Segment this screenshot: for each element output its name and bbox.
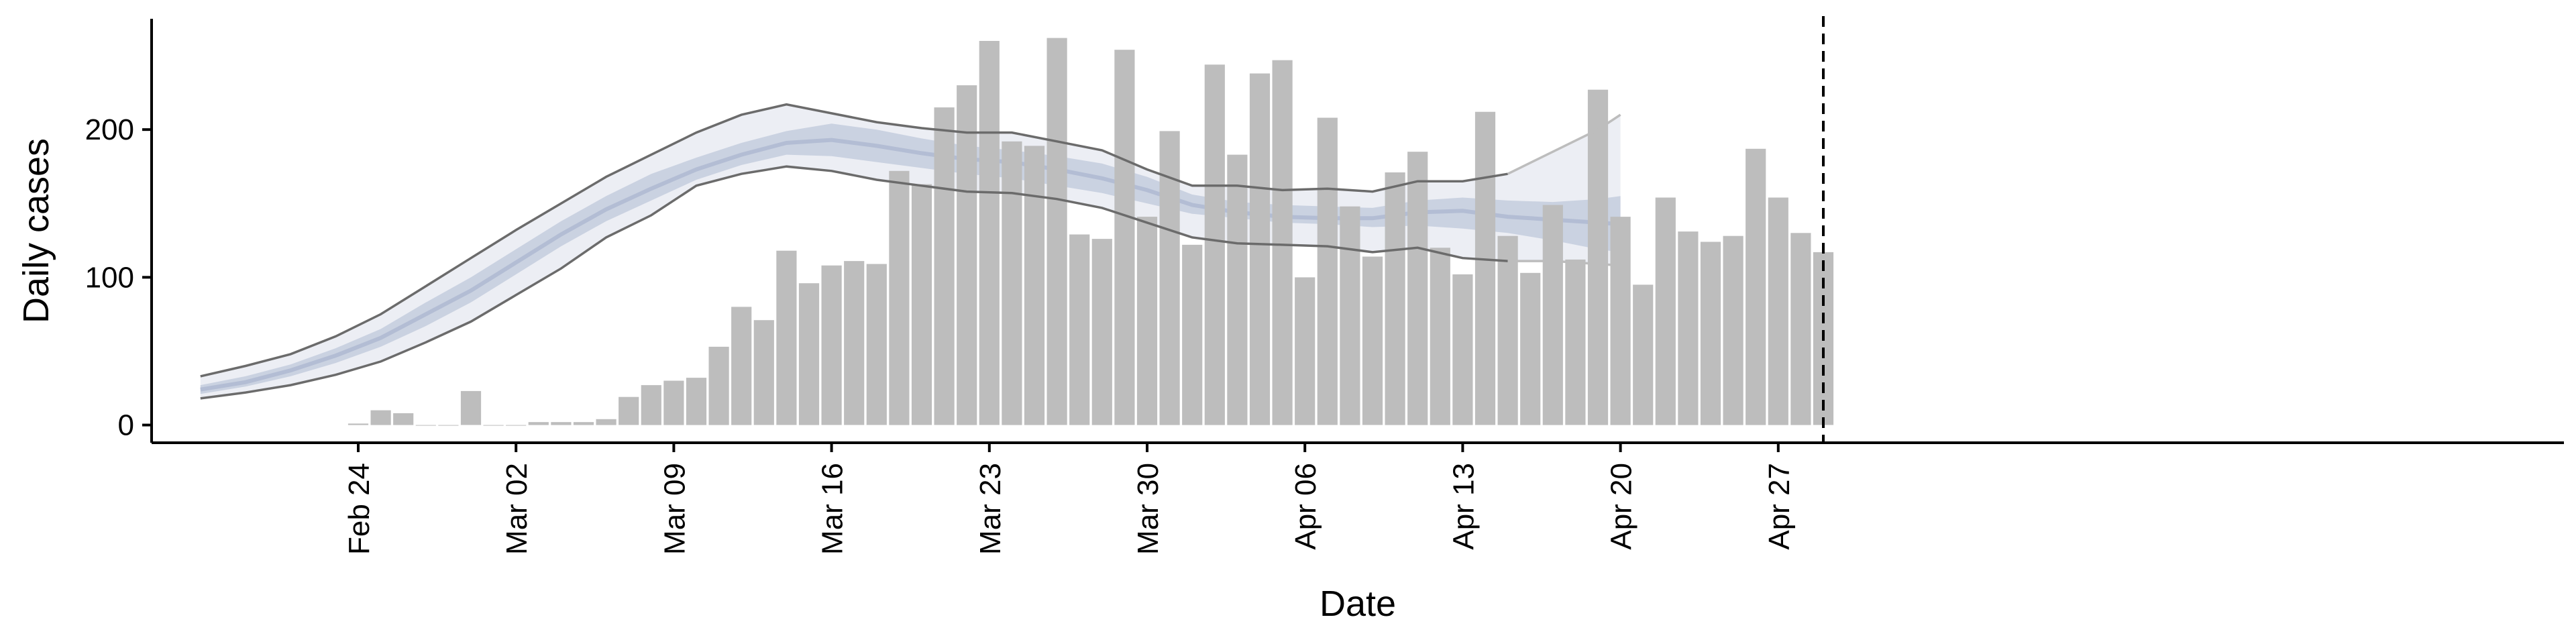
- bar: [866, 264, 887, 425]
- bar: [1024, 146, 1045, 425]
- bar: [1295, 277, 1316, 425]
- bar: [1542, 205, 1563, 425]
- bar: [1768, 197, 1788, 425]
- x-tick-label: Apr 13: [1447, 463, 1480, 550]
- bar: [438, 425, 459, 426]
- bar: [844, 261, 865, 425]
- bar: [1182, 244, 1203, 425]
- x-tick-label: Apr 20: [1605, 463, 1638, 550]
- y-axis-title: Daily cases: [16, 138, 56, 323]
- bar: [821, 265, 842, 425]
- band-inner: [200, 123, 1621, 394]
- bar: [551, 422, 572, 425]
- bar: [573, 422, 594, 425]
- bar: [1091, 239, 1112, 425]
- daily-case-bars: [347, 38, 1834, 426]
- bar: [1520, 272, 1541, 425]
- bar: [641, 385, 661, 425]
- bar: [957, 85, 977, 425]
- bar: [979, 41, 1000, 425]
- bar: [731, 307, 752, 425]
- bar: [1407, 152, 1428, 425]
- estimate-band: [200, 104, 1621, 398]
- lower-outline-forecast: [1507, 260, 1621, 267]
- y-axis-ticks: 0 100 200: [85, 113, 152, 442]
- bar: [1655, 197, 1676, 425]
- bar: [347, 423, 369, 425]
- bar: [708, 346, 729, 425]
- bar: [415, 425, 436, 426]
- bar: [1565, 259, 1586, 425]
- x-tick-label: Apr 06: [1289, 463, 1322, 550]
- bar: [1272, 60, 1293, 425]
- bar: [596, 419, 616, 425]
- bar: [1633, 284, 1654, 425]
- bar: [663, 380, 684, 425]
- x-tick-label: Mar 02: [500, 463, 533, 555]
- bar: [753, 320, 774, 425]
- bar: [460, 390, 482, 425]
- bar: [1723, 235, 1743, 425]
- bar: [1385, 172, 1405, 425]
- bar: [1002, 141, 1022, 425]
- bar: [619, 396, 639, 425]
- x-axis-title: Date: [1320, 584, 1396, 624]
- y-tick-label: 0: [118, 409, 134, 442]
- bar: [1362, 256, 1383, 425]
- bar: [1317, 117, 1338, 425]
- bar: [370, 410, 391, 425]
- bar: [1678, 231, 1699, 425]
- bar: [1114, 50, 1135, 425]
- bar: [1587, 89, 1609, 425]
- upper-outline: [200, 103, 1508, 378]
- bar: [776, 250, 797, 425]
- y-tick-label: 200: [85, 113, 134, 146]
- bar: [934, 107, 955, 425]
- x-axis-ticks: Feb 24 Mar 02 Mar 09 Mar 16 Mar 23 Mar 30 Apr …: [343, 443, 1796, 555]
- bar: [911, 184, 932, 425]
- bar: [1227, 154, 1248, 425]
- y-tick-label: 100: [85, 261, 134, 294]
- bar: [1069, 234, 1090, 425]
- x-tick-label: Mar 30: [1132, 463, 1165, 555]
- bar: [1340, 206, 1360, 425]
- bar: [506, 425, 527, 426]
- bar: [1204, 64, 1225, 425]
- x-tick-label: Mar 16: [816, 463, 849, 555]
- bar: [686, 378, 707, 425]
- bar: [528, 422, 549, 425]
- x-tick-label: Apr 27: [1763, 463, 1796, 550]
- bar: [483, 425, 504, 426]
- bar: [1700, 241, 1721, 425]
- lower-outline: [200, 165, 1508, 400]
- bar: [393, 413, 414, 425]
- bar: [1452, 274, 1473, 425]
- bar: [1790, 233, 1811, 425]
- x-tick-label: Feb 24: [343, 463, 376, 555]
- bar: [889, 170, 910, 425]
- band-outlines: [200, 103, 1621, 400]
- bar: [1610, 217, 1631, 425]
- upper-outline-forecast: [1507, 113, 1621, 175]
- bar: [1746, 148, 1766, 425]
- bar: [798, 283, 820, 425]
- bar: [1249, 73, 1271, 425]
- x-tick-label: Mar 23: [974, 463, 1007, 555]
- bar: [1497, 235, 1518, 425]
- bar: [1474, 111, 1496, 425]
- bar: [1136, 217, 1158, 425]
- bar: [1046, 38, 1067, 425]
- x-tick-label: Mar 09: [658, 463, 691, 555]
- bar: [1430, 248, 1450, 425]
